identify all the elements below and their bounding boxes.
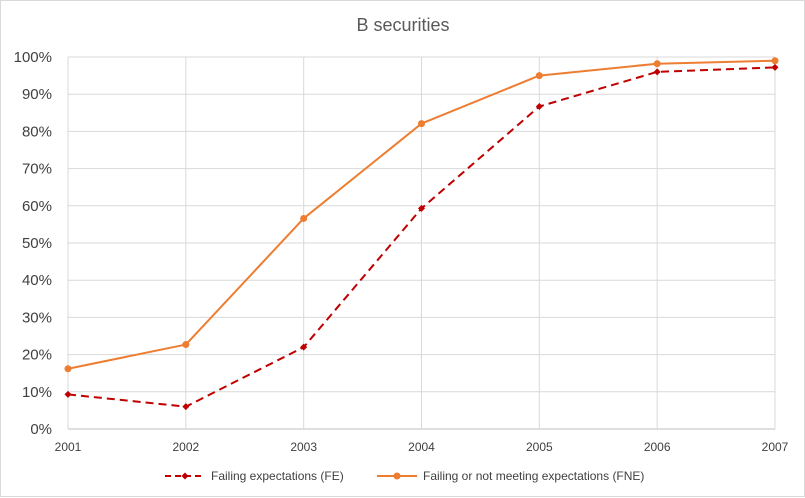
x-tick-label-2005: 2005	[526, 440, 553, 454]
x-tick-label-2004: 2004	[408, 440, 435, 454]
y-tick-label-30: 30%	[22, 309, 52, 326]
y-axis-ticks: 0% 10% 20% 30% 40% 50% 60% 70% 80% 90% 100%	[14, 49, 52, 438]
x-tick-label-2006: 2006	[644, 440, 671, 454]
legend-label-0: Failing expectations (FE)	[211, 469, 344, 483]
legend: Failing expectations (FE) Failing or not …	[165, 469, 644, 483]
data-point-1-2003	[300, 214, 308, 222]
y-tick-label-90: 90%	[22, 86, 52, 103]
y-tick-label-50: 50%	[22, 235, 52, 252]
data-point-0-2005	[535, 102, 543, 110]
series-layer	[64, 57, 779, 411]
legend-item-1: Failing or not meeting expectations (FNE…	[377, 469, 644, 483]
series-0	[64, 63, 779, 411]
y-tick-label-10: 10%	[22, 384, 52, 401]
y-tick-label-60: 60%	[22, 198, 52, 215]
chart-title: B securities	[356, 15, 449, 35]
gridlines	[67, 56, 776, 430]
data-point-1-2005	[535, 72, 543, 80]
series-1	[64, 57, 779, 373]
x-axis-ticks: 2001 2002 2003 2004 2005 2006 2007	[55, 440, 789, 454]
y-tick-label-100: 100%	[14, 49, 52, 66]
data-point-0-2003	[300, 343, 308, 351]
data-point-1-2007	[771, 57, 779, 65]
legend-label-1: Failing or not meeting expectations (FNE…	[423, 469, 644, 483]
data-point-1-2001	[64, 365, 72, 373]
x-tick-label-2002: 2002	[172, 440, 199, 454]
y-tick-label-20: 20%	[22, 347, 52, 364]
x-tick-label-2007: 2007	[762, 440, 789, 454]
data-point-1-2002	[182, 341, 190, 349]
y-tick-label-0: 0%	[30, 421, 52, 438]
y-tick-label-80: 80%	[22, 123, 52, 140]
x-tick-label-2003: 2003	[290, 440, 317, 454]
data-point-0-2004	[418, 204, 425, 212]
data-point-1-2006	[653, 60, 661, 68]
data-point-0-2007	[771, 63, 779, 71]
legend-marker-1	[393, 472, 401, 480]
y-tick-label-70: 70%	[22, 161, 52, 178]
data-point-0-2006	[653, 68, 661, 76]
legend-item-0: Failing expectations (FE)	[165, 469, 344, 483]
data-point-0-2001	[64, 390, 72, 398]
x-tick-label-2001: 2001	[55, 440, 82, 454]
data-point-1-2004	[418, 120, 425, 128]
y-tick-label-40: 40%	[22, 272, 52, 289]
legend-marker-0	[181, 472, 189, 480]
data-point-0-2002	[182, 403, 190, 411]
